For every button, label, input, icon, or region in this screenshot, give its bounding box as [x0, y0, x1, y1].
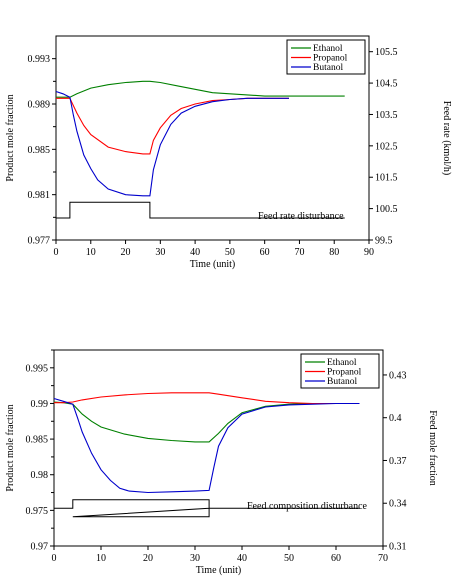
chart-1: 0 10 20 30 40 50 60 70 80 90 0.977 0.981 0.985 0.989 0…	[5, 35, 452, 270]
y-tick-label: 0.98	[31, 470, 49, 481]
y2-tick-label: 103.5	[375, 110, 398, 121]
plot-frame	[55, 35, 370, 241]
y2-tick-label: 99.5	[375, 236, 393, 247]
x-tick-label: 30	[155, 247, 165, 258]
x-axis-label: Time (unit)	[190, 259, 235, 270]
disturbance-line	[56, 201, 345, 219]
x-tick-label: 40	[237, 553, 247, 564]
y-tick-label: 0.97	[31, 542, 49, 553]
x-tick-label: 50	[225, 247, 235, 258]
legend-label: Propanol	[327, 368, 362, 378]
y2-axis-label: Feed mole fraction	[427, 410, 438, 486]
y-tick-label: 0.977	[28, 236, 51, 247]
x-tick-label: 30	[190, 553, 200, 564]
series-line-butanol	[53, 397, 360, 494]
y-tick-label: 0.99	[31, 399, 49, 410]
series-line-propanol	[56, 97, 289, 155]
x-tick-label: 60	[260, 247, 270, 258]
y2-tick-label: 102.5	[375, 141, 398, 152]
chart-2: 0 10 20 30 40 50 60 70 0.97 0.975 0.98 0.985 0.99 0.9…	[5, 349, 438, 576]
y2-tick-label: 101.5	[375, 173, 398, 184]
y2-tick-label: 0.4	[389, 413, 402, 424]
x-tick-label: 40	[190, 247, 200, 258]
y-tick-label: 0.993	[28, 54, 51, 65]
disturbance-line	[54, 499, 360, 518]
legend-label: Propanol	[313, 54, 348, 64]
x-tick-label: 90	[364, 247, 374, 258]
x-tick-label: 70	[378, 553, 388, 564]
legend-label: Ethanol	[313, 44, 343, 54]
y2-tick-label: 100.5	[375, 204, 398, 215]
y-tick-label: 0.989	[28, 100, 51, 111]
y2-tick-label: 0.43	[389, 370, 407, 381]
x-tick-label: 80	[329, 247, 339, 258]
y-axis-label: Product mole fraction	[5, 404, 16, 491]
series-line-ethanol	[53, 401, 360, 443]
disturbance-label: Feed rate disturbance	[258, 211, 344, 222]
x-tick-label: 20	[143, 553, 153, 564]
y2-tick-label: 0.37	[389, 456, 407, 467]
plot-frame	[53, 349, 384, 547]
disturbance-label: Feed composition disturbance	[247, 501, 368, 512]
series-line-propanol	[54, 392, 360, 405]
y-axis-label: Product mole fraction	[5, 94, 16, 181]
series-line-ethanol	[56, 80, 345, 98]
y-tick-label: 0.981	[28, 190, 51, 201]
series-line-butanol	[55, 90, 289, 197]
y2-tick-label: 0.31	[389, 542, 407, 553]
x-tick-label: 20	[121, 247, 131, 258]
x-tick-label: 0	[54, 247, 59, 258]
x-tick-label: 60	[331, 553, 341, 564]
y-tick-label: 0.985	[26, 435, 49, 446]
y-tick-label: 0.985	[28, 145, 51, 156]
y-tick-label: 0.975	[26, 506, 49, 517]
y2-tick-label: 104.5	[375, 79, 398, 90]
y2-tick-label: 105.5	[375, 47, 398, 58]
legend-label: Butanol	[313, 63, 343, 73]
y2-axis-label: Feed rate (kmol/h)	[441, 101, 452, 175]
x-axis-label: Time (unit)	[196, 565, 241, 576]
y2-tick-label: 0.34	[389, 499, 407, 510]
x-tick-label: 0	[52, 553, 57, 564]
y-tick-label: 0.995	[26, 363, 49, 374]
legend-label: Butanol	[327, 377, 357, 387]
x-tick-label: 50	[284, 553, 294, 564]
x-tick-label: 10	[96, 553, 106, 564]
x-tick-label: 10	[86, 247, 96, 258]
legend-label: Ethanol	[327, 358, 357, 368]
x-tick-label: 70	[294, 247, 304, 258]
